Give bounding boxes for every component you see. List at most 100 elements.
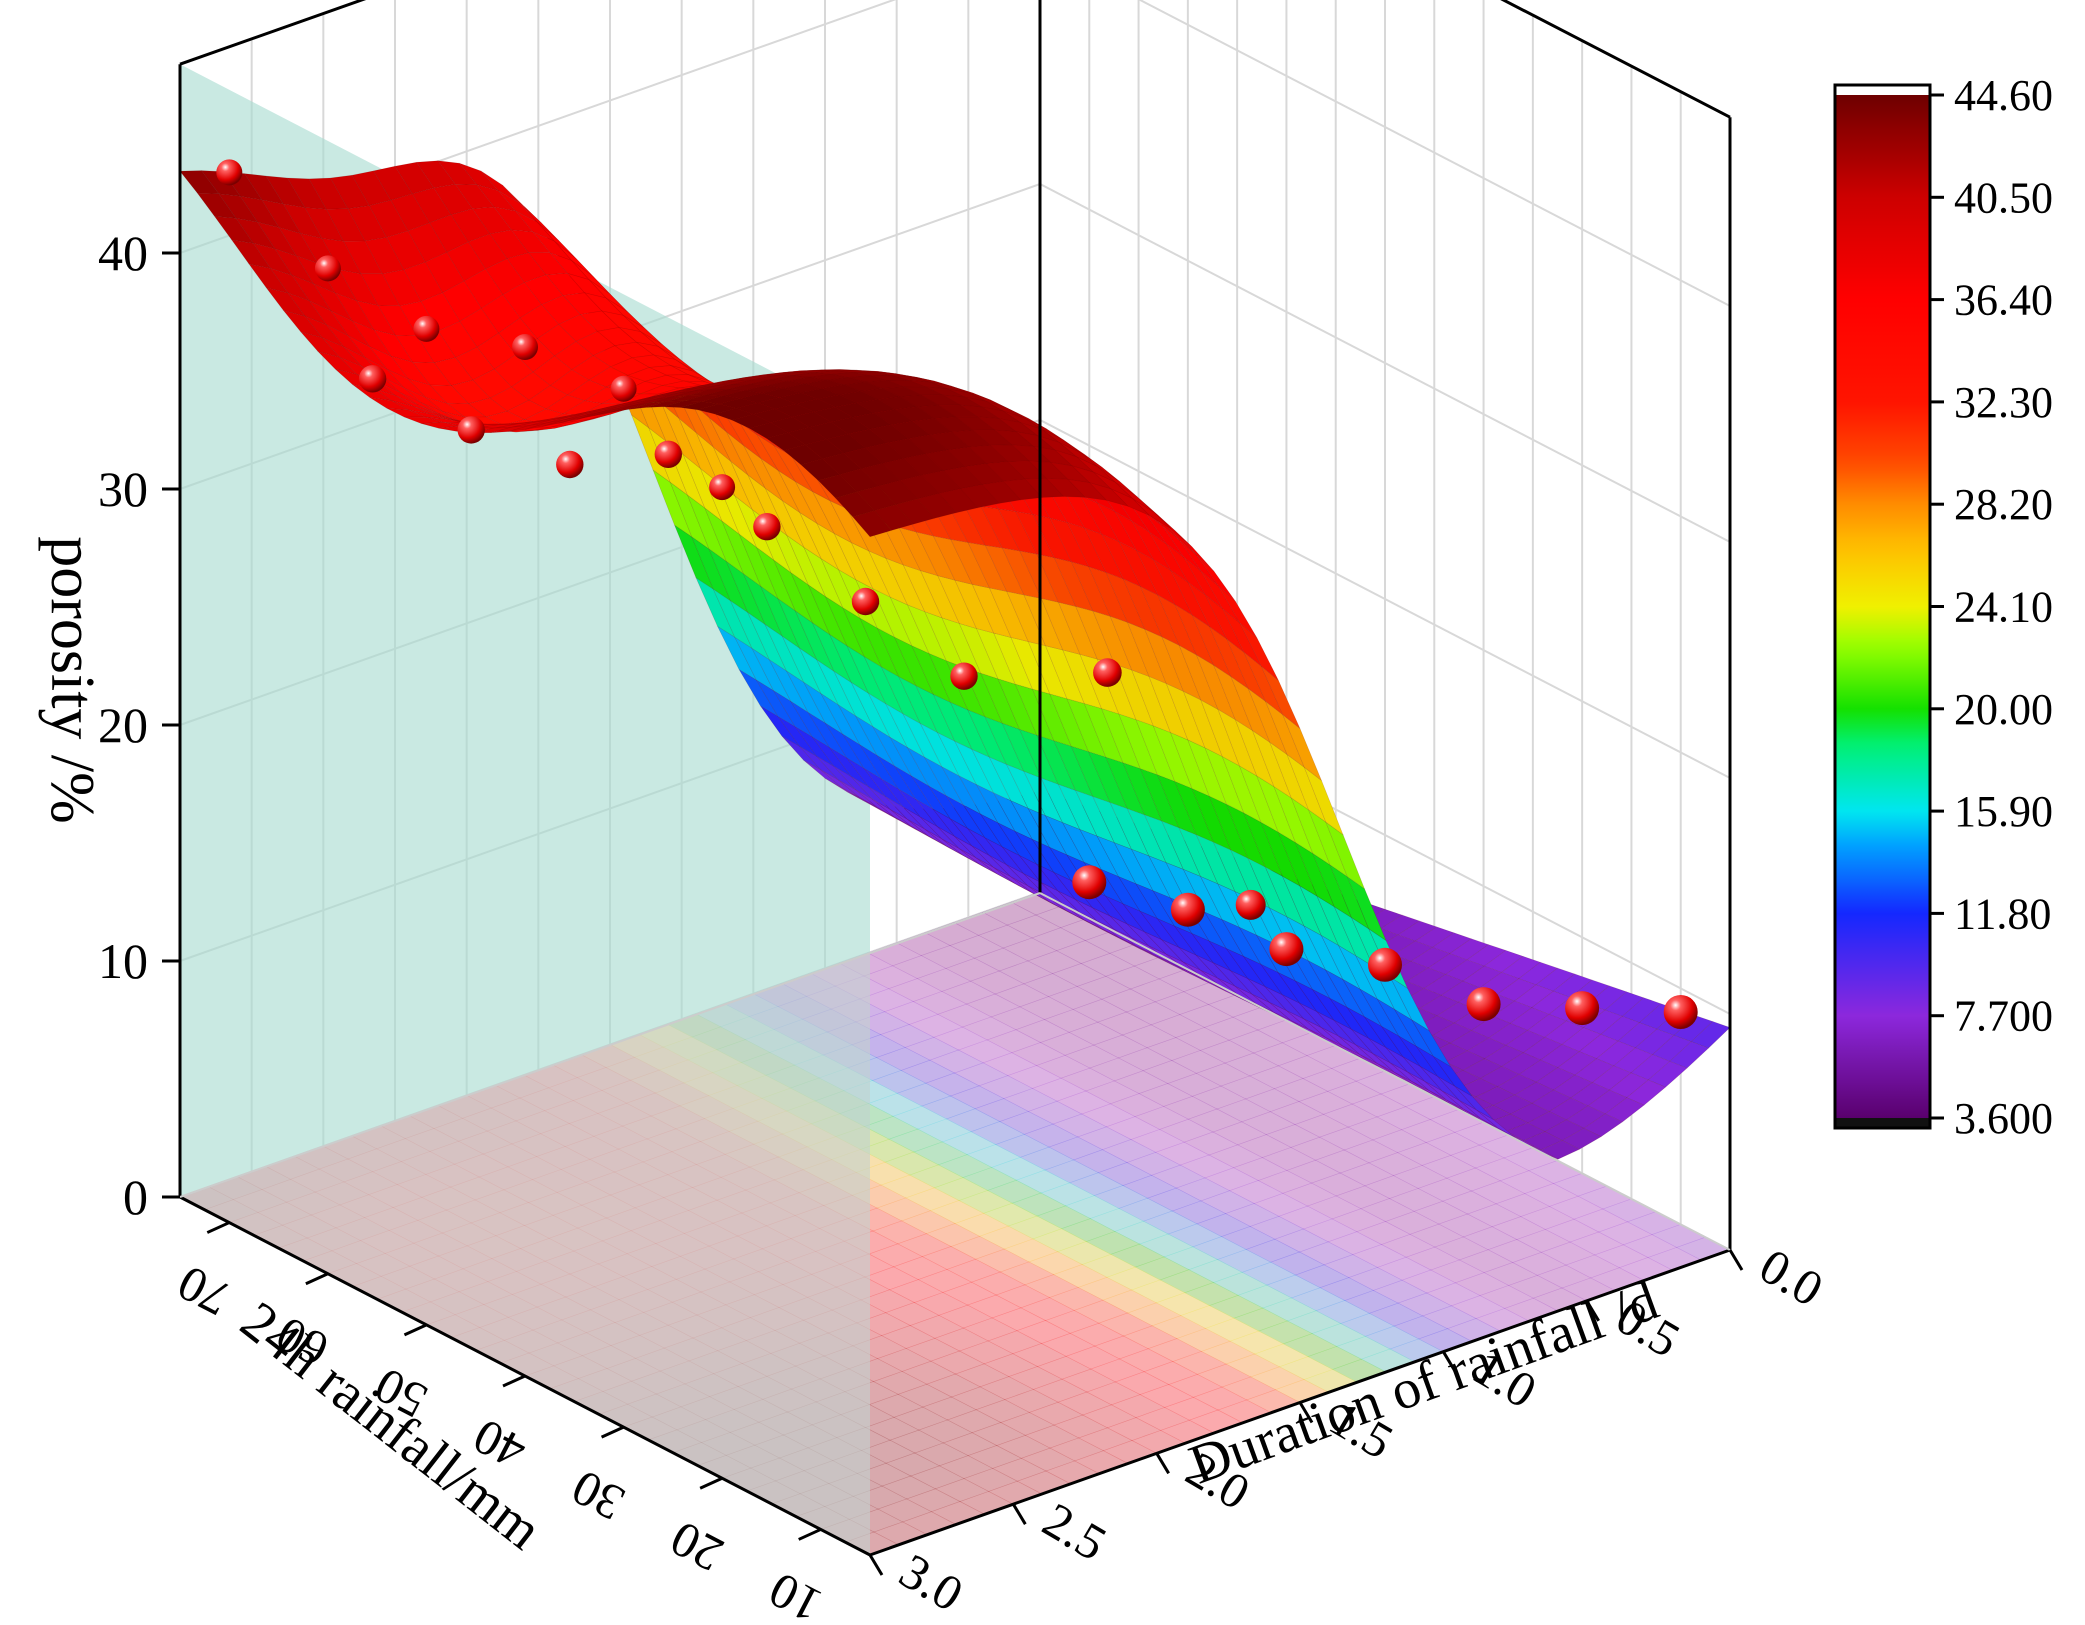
floor-cell bbox=[909, 1314, 965, 1339]
floor-cell bbox=[1024, 1274, 1079, 1298]
data-point bbox=[610, 375, 637, 402]
data-point bbox=[457, 416, 485, 444]
surface-cell bbox=[800, 458, 841, 481]
floor-cell bbox=[1003, 1088, 1058, 1112]
floor-cell bbox=[1499, 1170, 1555, 1194]
floor-cell bbox=[1031, 927, 1087, 952]
floor-cell bbox=[884, 1151, 940, 1176]
floor-cell bbox=[1302, 1068, 1358, 1092]
floor-cell bbox=[1175, 1177, 1231, 1202]
data-point bbox=[1565, 991, 1600, 1026]
floor-cell bbox=[1409, 1223, 1465, 1248]
surface-cell bbox=[852, 510, 893, 538]
floor-cell bbox=[1376, 1106, 1432, 1131]
y-tick-mark bbox=[502, 1374, 526, 1388]
floor-cell bbox=[1225, 1353, 1281, 1378]
data-point bbox=[1663, 995, 1698, 1029]
surface-cell bbox=[265, 287, 306, 317]
colorbar-tick-label: 36.40 bbox=[1954, 276, 2053, 325]
floor-cell bbox=[1158, 1118, 1214, 1143]
floor-cell bbox=[1047, 986, 1103, 1010]
floor-cell bbox=[1068, 1021, 1124, 1046]
floor-cell bbox=[1593, 1244, 1649, 1269]
floor-cell bbox=[1081, 1404, 1137, 1429]
floor-cell bbox=[1056, 1241, 1112, 1265]
floor-cell bbox=[1348, 1267, 1403, 1291]
floor-cell bbox=[979, 1376, 1035, 1400]
y-tick-label: 20 bbox=[661, 1511, 731, 1584]
floor-cell bbox=[1364, 1325, 1420, 1350]
floor-cell bbox=[958, 1340, 1014, 1365]
floor-cell bbox=[1474, 1157, 1530, 1182]
floor-cell bbox=[1479, 1285, 1535, 1309]
floor-cell bbox=[1043, 1009, 1099, 1033]
floor-cell bbox=[1142, 1210, 1198, 1235]
floor-cell bbox=[1061, 1368, 1117, 1393]
floor-cell bbox=[978, 1075, 1034, 1099]
floor-cell bbox=[1106, 1417, 1162, 1441]
floor-cell bbox=[1544, 1218, 1600, 1243]
floor-cell bbox=[1196, 1363, 1252, 1388]
floor-cell bbox=[1199, 1039, 1255, 1064]
floor-cell bbox=[1273, 1078, 1329, 1102]
floor-cell bbox=[1548, 1195, 1604, 1220]
y-tick-mark bbox=[206, 1221, 230, 1234]
colorbar: 44.60 40.50 36.40 32.30 28.20 24.10 20.00 15.90… bbox=[1833, 71, 2053, 1143]
floor-cell bbox=[1146, 1037, 1202, 1061]
floor-cell bbox=[1294, 1264, 1350, 1289]
floor-cell bbox=[1077, 1427, 1133, 1452]
data-point bbox=[1170, 892, 1205, 927]
floor-cell bbox=[1024, 1424, 1080, 1449]
floor-cell bbox=[1147, 1338, 1203, 1362]
floor-cell bbox=[1114, 1371, 1170, 1395]
floor-cell bbox=[1085, 1231, 1141, 1255]
floor-cell bbox=[1023, 1123, 1079, 1148]
floor-cell bbox=[877, 1498, 933, 1523]
floor-cell bbox=[1344, 1290, 1399, 1314]
floor-cell bbox=[897, 1383, 953, 1408]
frame-right-floor bbox=[1039, 892, 1731, 1251]
floor-cell bbox=[1224, 1203, 1280, 1227]
floor-cell bbox=[941, 1131, 997, 1155]
floor-cell bbox=[889, 1429, 945, 1454]
floor-cell bbox=[1188, 1259, 1243, 1283]
colorbar-tick-label: 11.80 bbox=[1954, 889, 2051, 938]
surface-cell bbox=[386, 408, 426, 418]
floor-cell bbox=[887, 978, 943, 1002]
floor-cell bbox=[1307, 1346, 1363, 1370]
floor-cell bbox=[1040, 1332, 1096, 1357]
floor-cell bbox=[933, 1177, 989, 1201]
floor-cell bbox=[1006, 914, 1062, 939]
floor-cell bbox=[1080, 1103, 1136, 1128]
floor-cell bbox=[962, 1317, 1018, 1342]
floor-cell bbox=[1097, 1011, 1152, 1036]
floor-cell bbox=[1072, 998, 1128, 1023]
floor-cell bbox=[1007, 1065, 1062, 1089]
floor-cell bbox=[1176, 1328, 1231, 1352]
floor-cell bbox=[1011, 1042, 1066, 1066]
floor-cell bbox=[1109, 1093, 1165, 1117]
floor-cell bbox=[901, 1360, 957, 1385]
floor-cell bbox=[965, 993, 1021, 1018]
surface-cell bbox=[213, 215, 254, 244]
x-tick-mark bbox=[1442, 1350, 1457, 1373]
x-tick-mark bbox=[1298, 1401, 1314, 1424]
floor-cell bbox=[1454, 1272, 1510, 1296]
floor-cell bbox=[1020, 1447, 1076, 1472]
floor-cell bbox=[1265, 1124, 1321, 1148]
floor-cell bbox=[892, 1256, 948, 1280]
floor-cell bbox=[1052, 1264, 1108, 1288]
floor-cell bbox=[1228, 1029, 1284, 1054]
floor-cell bbox=[1249, 1215, 1305, 1240]
floor-cell bbox=[962, 1167, 1018, 1191]
floor-cell bbox=[982, 1052, 1038, 1076]
floor-cell bbox=[1150, 1014, 1206, 1038]
floor-cell bbox=[1011, 1192, 1067, 1217]
floor-cell bbox=[1179, 1154, 1235, 1179]
y-tick-mark bbox=[699, 1476, 723, 1490]
floor-cell bbox=[908, 1013, 964, 1038]
floor-cell bbox=[876, 1197, 932, 1222]
floor-cell bbox=[1052, 1113, 1108, 1138]
colorbar-underflow-cap bbox=[1835, 1118, 1930, 1128]
floor-cell bbox=[937, 1003, 992, 1028]
